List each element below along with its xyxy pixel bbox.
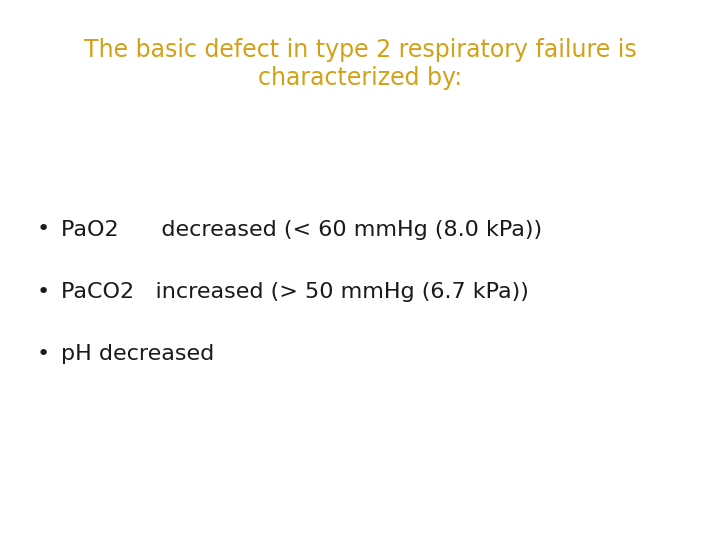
Text: •: • xyxy=(37,343,50,364)
Text: PaCO2   increased (> 50 mmHg (6.7 kPa)): PaCO2 increased (> 50 mmHg (6.7 kPa)) xyxy=(61,281,529,302)
Text: pH decreased: pH decreased xyxy=(61,343,215,364)
Text: The basic defect in type 2 respiratory failure is
characterized by:: The basic defect in type 2 respiratory f… xyxy=(84,38,636,90)
Text: •: • xyxy=(37,219,50,240)
Text: •: • xyxy=(37,281,50,302)
Text: PaO2      decreased (< 60 mmHg (8.0 kPa)): PaO2 decreased (< 60 mmHg (8.0 kPa)) xyxy=(61,219,542,240)
